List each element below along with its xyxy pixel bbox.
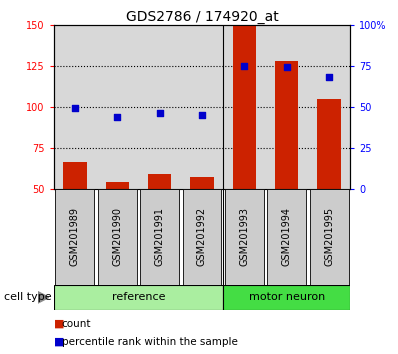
Text: GSM201995: GSM201995 [324, 207, 334, 267]
Bar [233, 27, 256, 189]
FancyBboxPatch shape [183, 189, 221, 285]
Point [283, 64, 290, 70]
Text: motor neuron: motor neuron [249, 292, 325, 302]
Text: ■: ■ [54, 337, 64, 347]
Bar [318, 98, 341, 189]
Text: percentile rank within the sample: percentile rank within the sample [62, 337, 238, 347]
Point [326, 74, 332, 80]
Text: GSM201991: GSM201991 [155, 207, 165, 266]
Bar [105, 182, 129, 189]
Bar [148, 174, 171, 189]
Text: GSM201994: GSM201994 [282, 207, 292, 266]
FancyBboxPatch shape [54, 285, 223, 310]
Polygon shape [38, 292, 49, 303]
Text: reference: reference [112, 292, 165, 302]
Point [72, 105, 78, 111]
FancyBboxPatch shape [98, 189, 137, 285]
FancyBboxPatch shape [267, 189, 306, 285]
FancyBboxPatch shape [310, 189, 349, 285]
Text: GSM201990: GSM201990 [112, 207, 122, 266]
FancyBboxPatch shape [223, 285, 350, 310]
Text: GSM201993: GSM201993 [239, 207, 249, 266]
Title: GDS2786 / 174920_at: GDS2786 / 174920_at [126, 10, 278, 24]
Text: GSM201992: GSM201992 [197, 207, 207, 267]
Point [156, 110, 163, 116]
Text: count: count [62, 319, 91, 329]
FancyBboxPatch shape [225, 189, 264, 285]
Text: GSM201989: GSM201989 [70, 207, 80, 266]
FancyBboxPatch shape [140, 189, 179, 285]
Point [241, 63, 248, 69]
Bar [190, 177, 214, 189]
Point [114, 114, 121, 119]
FancyBboxPatch shape [55, 189, 94, 285]
Text: cell type: cell type [4, 292, 52, 302]
Bar [275, 61, 298, 189]
Text: ■: ■ [54, 319, 64, 329]
Bar [63, 162, 86, 189]
Point [199, 112, 205, 118]
